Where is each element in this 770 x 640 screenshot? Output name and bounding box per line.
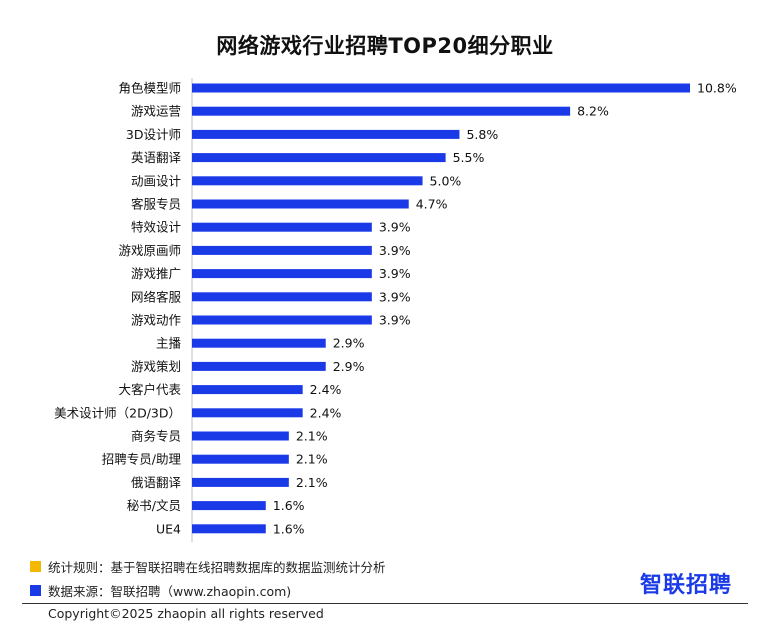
value-label: 2.9% bbox=[333, 359, 365, 374]
category-label: 大客户代表 bbox=[118, 382, 181, 397]
bar bbox=[192, 478, 289, 487]
bar bbox=[192, 385, 303, 394]
bar bbox=[192, 269, 372, 278]
blue-square-icon bbox=[30, 585, 41, 596]
value-label: 3.9% bbox=[379, 289, 411, 304]
value-label: 2.1% bbox=[296, 429, 328, 444]
category-label: 游戏动作 bbox=[131, 313, 182, 328]
bar bbox=[192, 292, 372, 301]
value-label: 2.4% bbox=[310, 382, 342, 397]
value-label: 8.2% bbox=[577, 104, 609, 119]
bar bbox=[192, 246, 372, 255]
value-label: 3.9% bbox=[379, 243, 411, 258]
category-label: 主播 bbox=[156, 336, 182, 351]
category-label: 游戏推广 bbox=[131, 266, 181, 281]
zhaopin-logo: 智联招聘 bbox=[640, 567, 732, 599]
bar-chart: 角色模型师 10.8% 游戏运营 8.2% 3D设计师 5.8% 英语翻译 5.5% 动画设计 5… bbox=[0, 0, 770, 550]
note-rule-text: 统计规则：基于智联招聘在线招聘数据库的数据监测统计分析 bbox=[48, 557, 386, 576]
value-label: 5.5% bbox=[453, 150, 485, 165]
note-source: 数据来源：智联招聘（www.zhaopin.com) bbox=[30, 581, 291, 600]
note-source-text: 数据来源：智联招聘（www.zhaopin.com) bbox=[48, 581, 291, 600]
value-label: 3.9% bbox=[379, 313, 411, 328]
category-label: 游戏策划 bbox=[131, 359, 181, 374]
value-label: 10.8% bbox=[697, 81, 737, 96]
category-label: UE4 bbox=[156, 521, 181, 536]
bar bbox=[192, 200, 409, 209]
bar bbox=[192, 408, 303, 417]
category-label: 动画设计 bbox=[131, 173, 181, 188]
value-label: 2.1% bbox=[296, 475, 328, 490]
category-label: 俄语翻译 bbox=[131, 475, 182, 490]
category-label: 特效设计 bbox=[131, 220, 181, 235]
value-label: 2.9% bbox=[333, 336, 365, 351]
category-label: 招聘专员/助理 bbox=[102, 452, 182, 467]
value-label: 5.0% bbox=[430, 173, 462, 188]
bar bbox=[192, 316, 372, 325]
note-rule: 统计规则：基于智联招聘在线招聘数据库的数据监测统计分析 bbox=[30, 557, 386, 576]
category-label: 角色模型师 bbox=[118, 81, 181, 96]
yellow-square-icon bbox=[30, 561, 41, 572]
bar bbox=[192, 524, 266, 533]
bar bbox=[192, 339, 326, 348]
value-label: 3.9% bbox=[379, 266, 411, 281]
bar bbox=[192, 107, 570, 116]
value-label: 2.4% bbox=[310, 405, 342, 420]
bar bbox=[192, 176, 423, 185]
bar bbox=[192, 362, 326, 371]
bar bbox=[192, 130, 459, 139]
value-label: 3.9% bbox=[379, 220, 411, 235]
category-label: 美术设计师（2D/3D） bbox=[54, 405, 181, 420]
category-label: 网络客服 bbox=[131, 289, 182, 304]
category-label: 商务专员 bbox=[131, 429, 181, 444]
value-label: 5.8% bbox=[466, 127, 498, 142]
bars-group: 角色模型师 10.8% 游戏运营 8.2% 3D设计师 5.8% 英语翻译 5.5% 动画设计 5… bbox=[54, 81, 737, 537]
category-label: 游戏运营 bbox=[131, 104, 181, 119]
value-label: 1.6% bbox=[273, 498, 305, 513]
value-label: 2.1% bbox=[296, 452, 328, 467]
bar bbox=[192, 501, 266, 510]
category-label: 秘书/文员 bbox=[127, 498, 181, 513]
value-label: 4.7% bbox=[416, 197, 448, 212]
bar bbox=[192, 153, 446, 162]
bar bbox=[192, 84, 690, 93]
bar bbox=[192, 455, 289, 464]
copyright-text: Copyright©2025 zhaopin all rights reserv… bbox=[48, 606, 324, 621]
category-label: 游戏原画师 bbox=[118, 243, 181, 258]
bar bbox=[192, 432, 289, 441]
category-label: 英语翻译 bbox=[131, 150, 182, 165]
footer-divider bbox=[22, 603, 748, 604]
bar bbox=[192, 223, 372, 232]
category-label: 客服专员 bbox=[131, 197, 181, 212]
category-label: 3D设计师 bbox=[126, 127, 181, 142]
value-label: 1.6% bbox=[273, 521, 305, 536]
